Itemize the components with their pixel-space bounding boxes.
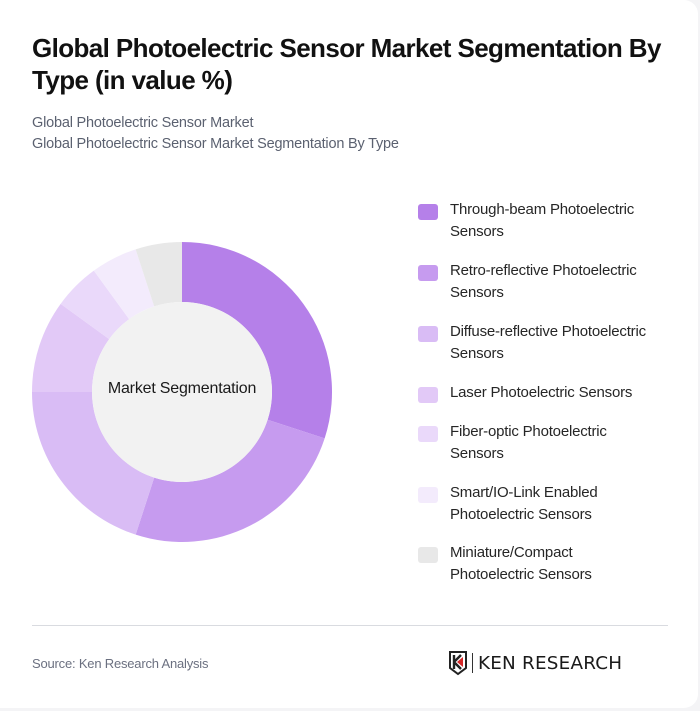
donut-slice[interactable]	[32, 303, 110, 392]
legend-label: Through-beam Photoelectric Sensors	[450, 201, 635, 240]
legend-label: Miniature/Compact Photoelectric Sensors	[450, 544, 592, 583]
footer-divider	[32, 625, 668, 626]
legend-label: Fiber-optic Photoelectric Sensors	[450, 423, 607, 462]
donut-slice[interactable]	[93, 249, 155, 320]
legend-swatch	[418, 426, 438, 442]
donut-center-label: Market Segmentation	[107, 380, 257, 397]
legend-label: Laser Photoelectric Sensors	[450, 384, 633, 401]
legend-label: Diffuse-reflective Photoelectric Sensors	[450, 323, 646, 362]
subtitle-segmentation: Global Photoelectric Sensor Market Segme…	[32, 136, 399, 152]
ken-research-logo: KEN RESEARCH	[448, 650, 623, 676]
donut-slice[interactable]	[182, 242, 332, 439]
legend-swatch	[418, 326, 438, 342]
legend-swatch	[418, 487, 438, 503]
donut-slice[interactable]	[135, 419, 325, 542]
legend-label: Retro-reflective Photoelectric Sensors	[450, 262, 637, 301]
legend-swatch	[418, 204, 438, 220]
donut-slice[interactable]	[60, 270, 130, 340]
legend-swatch	[418, 547, 438, 563]
legend-label: Smart/IO-Link Enabled Photoelectric Senso…	[450, 484, 598, 523]
chart-title: Global Photoelectric Sensor Market Segme…	[32, 33, 661, 95]
legend-swatch	[418, 387, 438, 403]
donut-slice[interactable]	[135, 242, 182, 307]
source-note: Source: Ken Research Analysis	[32, 656, 209, 671]
donut-slice[interactable]	[32, 392, 155, 535]
ken-research-logo-icon	[449, 651, 467, 676]
legend-swatch	[418, 265, 438, 281]
subtitle-market: Global Photoelectric Sensor Market	[32, 115, 254, 131]
donut-center	[92, 302, 272, 482]
logo-text: KEN RESEARCH	[478, 652, 623, 674]
logo-separator	[472, 653, 473, 673]
chart-subtitle: Global Photoelectric Sensor Market Globa…	[32, 113, 399, 155]
donut-chart	[32, 242, 332, 542]
